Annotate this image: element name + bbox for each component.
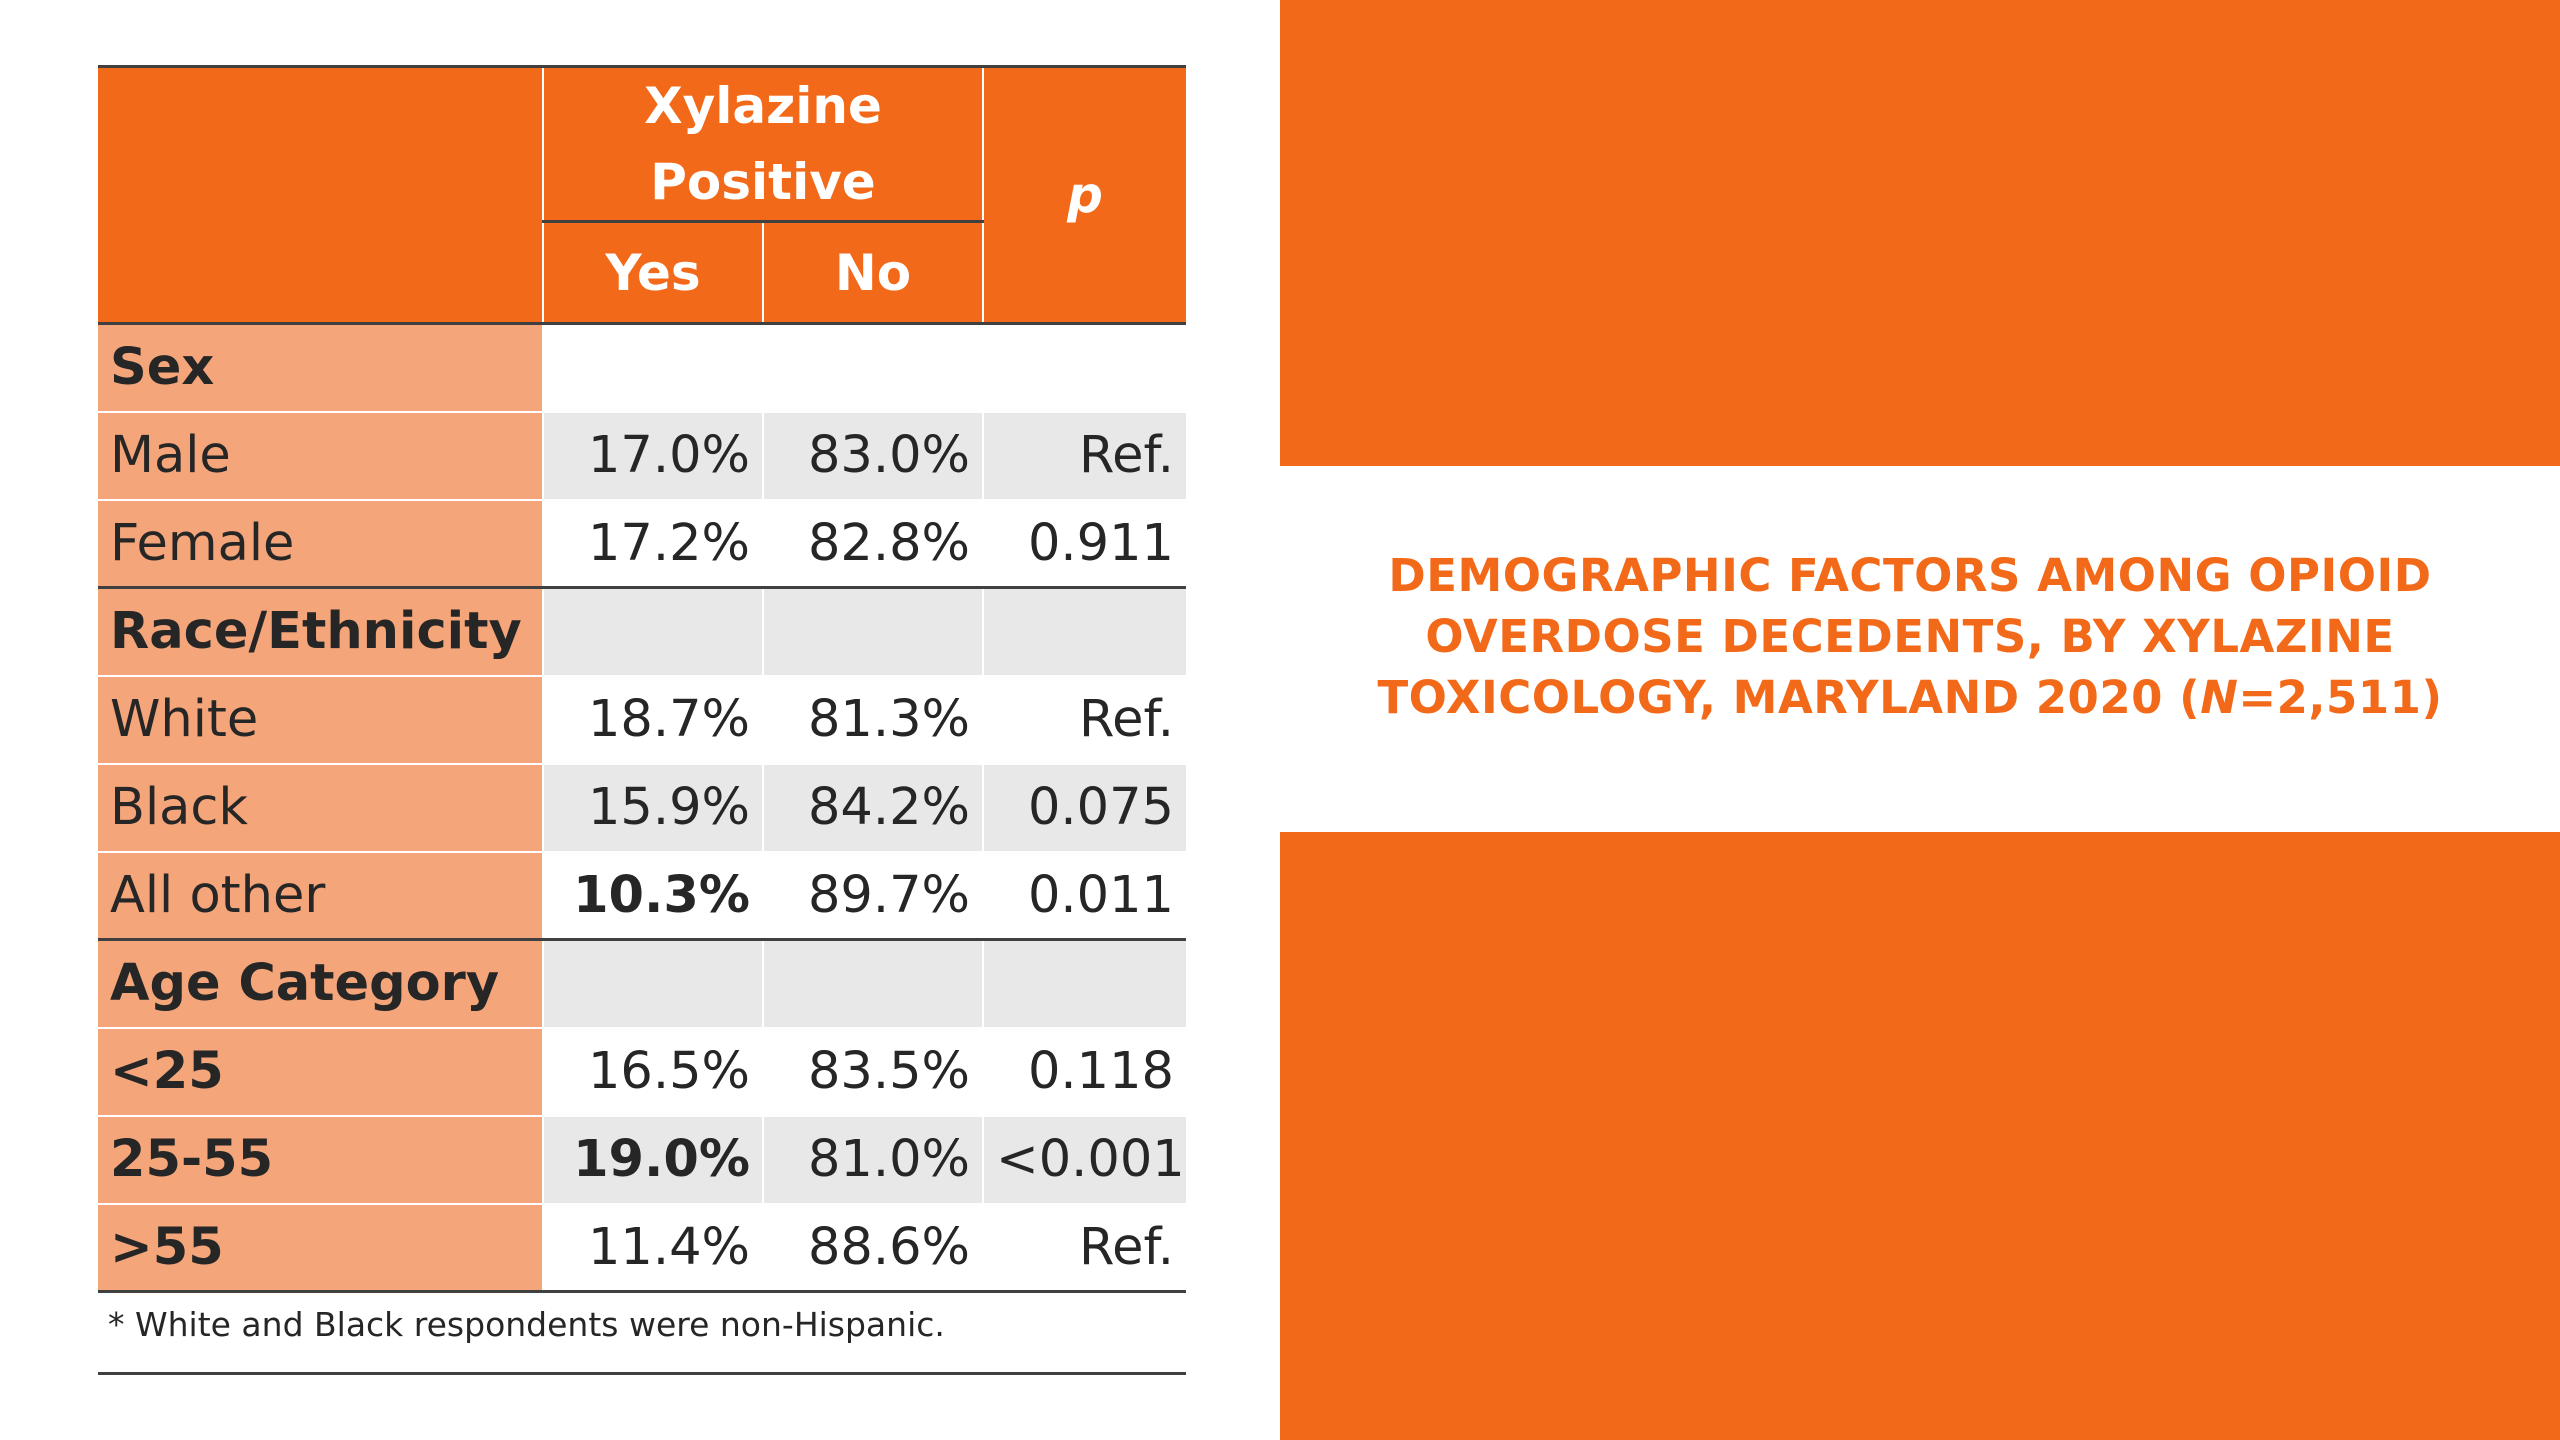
footnote-divider bbox=[98, 1372, 1186, 1375]
cell-p: Ref. bbox=[982, 1203, 1186, 1293]
row-label: >55 bbox=[98, 1203, 543, 1293]
title-line-3-end: =2,511) bbox=[2238, 671, 2443, 724]
header-group-line1: Xylazine bbox=[644, 77, 882, 135]
cell-no bbox=[762, 939, 983, 1029]
header-yes: Yes bbox=[542, 221, 763, 325]
cell-yes: 16.5% bbox=[542, 1027, 763, 1117]
table-row-sex: Sex bbox=[98, 323, 1186, 413]
title-line-3-start: TOXICOLOGY, MARYLAND 2020 ( bbox=[1377, 671, 2201, 724]
row-label: Female bbox=[98, 499, 543, 589]
slide-title: DEMOGRAPHIC FACTORS AMONG OPIOID OVERDOS… bbox=[1330, 545, 2490, 728]
cell-p bbox=[982, 939, 1186, 1029]
cell-p bbox=[982, 323, 1186, 413]
title-line-1: DEMOGRAPHIC FACTORS AMONG OPIOID bbox=[1388, 549, 2432, 602]
row-label: All other bbox=[98, 851, 543, 941]
cell-yes: 17.2% bbox=[542, 499, 763, 589]
cell-yes bbox=[542, 323, 763, 413]
title-line-3-n: N bbox=[2200, 671, 2239, 724]
cell-yes: 10.3% bbox=[542, 851, 763, 941]
table-row-age-over-55: >55 11.4% 88.6% Ref. bbox=[98, 1203, 1186, 1293]
cell-p bbox=[982, 587, 1186, 677]
row-label: Sex bbox=[98, 323, 543, 413]
cell-yes: 11.4% bbox=[542, 1203, 763, 1293]
title-line-2: OVERDOSE DECEDENTS, BY XYLAZINE bbox=[1425, 610, 2395, 663]
table-row-age-category: Age Category bbox=[98, 939, 1186, 1029]
table-row-all-other: All other 10.3% 89.7% 0.011 bbox=[98, 851, 1186, 941]
row-label: Age Category bbox=[98, 939, 543, 1029]
row-label: White bbox=[98, 675, 543, 765]
cell-yes bbox=[542, 587, 763, 677]
cell-no: 89.7% bbox=[762, 851, 983, 941]
cell-p: Ref. bbox=[982, 411, 1186, 501]
cell-p: 0.011 bbox=[982, 851, 1186, 941]
header-p-value: p bbox=[982, 65, 1186, 325]
cell-no: 82.8% bbox=[762, 499, 983, 589]
cell-yes: 17.0% bbox=[542, 411, 763, 501]
cell-no: 83.0% bbox=[762, 411, 983, 501]
table-row-male: Male 17.0% 83.0% Ref. bbox=[98, 411, 1186, 501]
cell-p: <0.001 bbox=[982, 1115, 1186, 1205]
cell-yes: 18.7% bbox=[542, 675, 763, 765]
cell-no: 83.5% bbox=[762, 1027, 983, 1117]
cell-no: 84.2% bbox=[762, 763, 983, 853]
cell-no: 81.3% bbox=[762, 675, 983, 765]
table-row-black: Black 15.9% 84.2% 0.075 bbox=[98, 763, 1186, 853]
row-label: 25-55 bbox=[98, 1115, 543, 1205]
table-row-age-25-55: 25-55 19.0% 81.0% <0.001 bbox=[98, 1115, 1186, 1205]
table-row-age-under-25: <25 16.5% 83.5% 0.118 bbox=[98, 1027, 1186, 1117]
cell-p: 0.075 bbox=[982, 763, 1186, 853]
header-blank-cell bbox=[98, 65, 543, 325]
table-footnote: * White and Black respondents were non-H… bbox=[108, 1305, 945, 1344]
cell-no: 88.6% bbox=[762, 1203, 983, 1293]
row-label: Black bbox=[98, 763, 543, 853]
header-no: No bbox=[762, 221, 983, 325]
xylazine-demographics-table: Xylazine Positive p Yes No Sex Male 17.0… bbox=[98, 65, 1186, 1293]
header-group-line2: Positive bbox=[650, 153, 876, 211]
cell-p: Ref. bbox=[982, 675, 1186, 765]
table-row-race-ethnicity: Race/Ethnicity bbox=[98, 587, 1186, 677]
row-label: Male bbox=[98, 411, 543, 501]
cell-yes: 19.0% bbox=[542, 1115, 763, 1205]
cell-no: 81.0% bbox=[762, 1115, 983, 1205]
orange-panel-bottom bbox=[1280, 832, 2560, 1440]
table-row-female: Female 17.2% 82.8% 0.911 bbox=[98, 499, 1186, 589]
cell-no bbox=[762, 587, 983, 677]
cell-no bbox=[762, 323, 983, 413]
cell-p: 0.118 bbox=[982, 1027, 1186, 1117]
orange-panel-top bbox=[1280, 0, 2560, 466]
cell-yes: 15.9% bbox=[542, 763, 763, 853]
cell-p: 0.911 bbox=[982, 499, 1186, 589]
table-row-white: White 18.7% 81.3% Ref. bbox=[98, 675, 1186, 765]
row-label: <25 bbox=[98, 1027, 543, 1117]
row-label: Race/Ethnicity bbox=[98, 587, 543, 677]
cell-yes bbox=[542, 939, 763, 1029]
header-xylazine-positive: Xylazine Positive bbox=[542, 65, 983, 223]
